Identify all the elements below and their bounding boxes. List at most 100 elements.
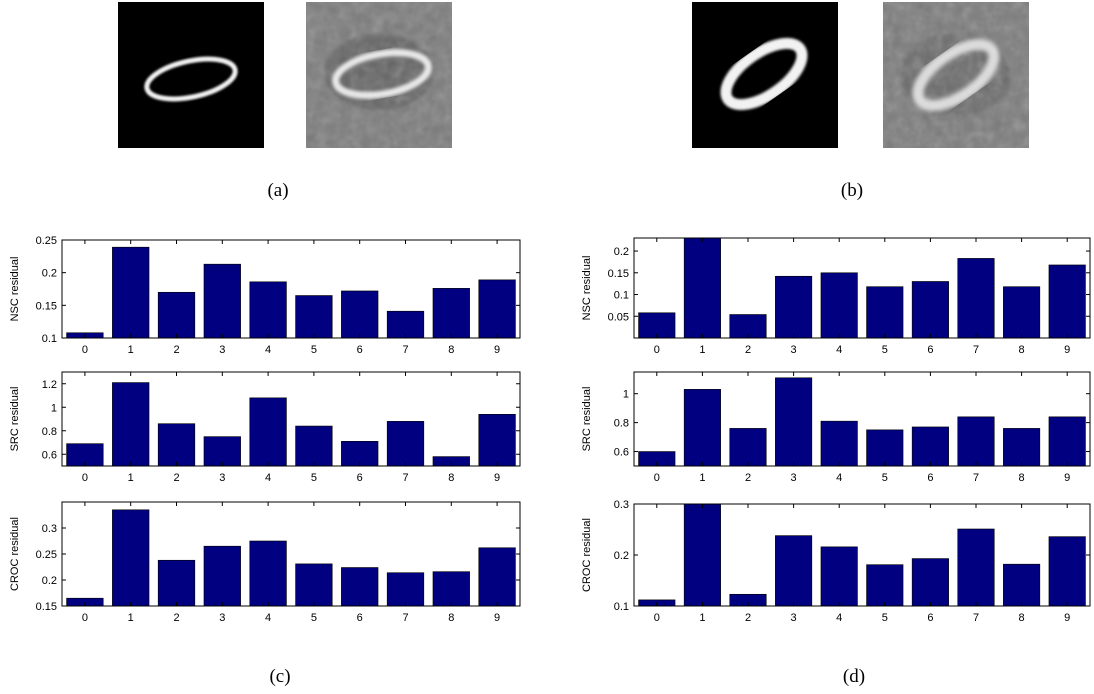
x-tick-label: 6 — [927, 612, 933, 624]
y-axis-label: CROC residual — [9, 517, 21, 591]
panel-a-label: (a) — [267, 180, 289, 201]
x-tick-label: 1 — [699, 472, 705, 484]
x-tick-label: 0 — [82, 344, 88, 356]
bar-d-0-6 — [911, 281, 949, 339]
plot-frame — [61, 501, 521, 607]
y-tick-label: 0.05 — [608, 311, 629, 323]
x-tick-label: 6 — [357, 612, 363, 624]
x-tick-label: 5 — [311, 344, 317, 356]
y-axis-label: CROC residual — [581, 518, 593, 592]
y-tick-label: 0.3 — [42, 523, 57, 535]
x-tick-label: 6 — [927, 344, 933, 356]
bar-d-0-1 — [683, 237, 721, 339]
x-tick-label: 9 — [494, 344, 500, 356]
panel-b-reconstruction-image — [883, 2, 1029, 148]
bar-c-0-7 — [386, 310, 425, 339]
bar-c-0-6 — [341, 290, 379, 339]
x-tick-label: 8 — [1019, 344, 1025, 356]
bar-d-2-9 — [1048, 536, 1086, 607]
bar-c-1-5 — [295, 425, 333, 467]
y-tick-label: 0.6 — [614, 447, 629, 459]
bar-c-1-0 — [66, 443, 104, 467]
plot-frame — [633, 371, 1091, 467]
x-tick-label: 3 — [219, 612, 225, 624]
x-tick-label: 4 — [265, 344, 271, 356]
bar-c-2-6 — [341, 567, 379, 607]
bar-d-2-3 — [775, 535, 813, 607]
bar-c-2-8 — [432, 571, 470, 607]
y-tick-label: 1 — [51, 402, 57, 414]
panel-c-label: (c) — [269, 666, 291, 687]
bar-c-1-7 — [386, 421, 425, 467]
x-tick-label: 0 — [654, 472, 660, 484]
x-tick-label: 4 — [836, 472, 842, 484]
y-tick-label: 0.25 — [36, 549, 57, 561]
bar-c-1-4 — [249, 397, 287, 467]
panel-a-reconstruction-image — [306, 2, 452, 148]
bar-c-0-8 — [432, 288, 470, 339]
bar-c-1-2 — [157, 423, 196, 467]
y-tick-label: 1 — [623, 389, 629, 401]
y-tick-label: 0.8 — [42, 426, 57, 438]
panel-a-original-digit-image — [118, 2, 264, 148]
x-tick-label: 1 — [699, 344, 705, 356]
y-tick-label: 0.2 — [614, 550, 629, 562]
x-tick-label: 9 — [494, 612, 500, 624]
plot-frame — [61, 239, 521, 339]
bar-d-1-7 — [957, 416, 995, 467]
x-tick-label: 1 — [128, 612, 134, 624]
y-tick-label: 0.15 — [608, 268, 629, 280]
x-tick-label: 2 — [745, 472, 751, 484]
bar-d-0-0 — [638, 312, 676, 339]
y-tick-label: 0.8 — [614, 418, 629, 430]
x-tick-label: 7 — [973, 344, 979, 356]
y-axis-label: SRC residual — [581, 387, 593, 452]
x-tick-label: 5 — [311, 612, 317, 624]
bar-c-2-3 — [203, 545, 241, 607]
bar-d-0-8 — [1003, 286, 1041, 339]
y-tick-label: 0.1 — [614, 290, 629, 302]
panel-b-label: (b) — [840, 180, 864, 201]
bar-d-2-0 — [638, 599, 676, 607]
x-tick-label: 9 — [1064, 472, 1070, 484]
x-tick-label: 8 — [448, 612, 454, 624]
y-axis-label: NSC residual — [9, 257, 21, 322]
x-tick-label: 9 — [494, 472, 500, 484]
bar-d-1-1 — [683, 389, 721, 467]
y-tick-label: 0.2 — [42, 268, 57, 280]
y-tick-label: 1.2 — [42, 379, 57, 391]
x-tick-label: 7 — [402, 472, 408, 484]
x-tick-label: 9 — [1064, 612, 1070, 624]
y-tick-label: 0.25 — [36, 235, 57, 247]
plot-frame — [633, 237, 1091, 339]
x-tick-label: 3 — [791, 344, 797, 356]
y-tick-label: 0.6 — [42, 449, 57, 461]
bar-c-0-4 — [249, 281, 287, 339]
x-tick-label: 6 — [357, 344, 363, 356]
x-tick-label: 7 — [402, 612, 408, 624]
x-tick-label: 0 — [82, 472, 88, 484]
x-tick-label: 2 — [745, 344, 751, 356]
x-tick-label: 4 — [265, 612, 271, 624]
bar-d-2-8 — [1003, 563, 1041, 607]
bar-c-2-2 — [157, 559, 196, 607]
y-tick-label: 0.1 — [42, 333, 57, 345]
bar-c-1-1 — [112, 382, 150, 467]
x-tick-label: 6 — [927, 472, 933, 484]
x-tick-label: 5 — [311, 472, 317, 484]
bar-d-0-3 — [775, 275, 813, 339]
y-axis-label: NSC residual — [581, 256, 593, 321]
panel-b-original-digit-image — [692, 2, 838, 148]
x-tick-label: 4 — [265, 472, 271, 484]
panel-d-label: (d) — [842, 666, 866, 687]
bar-c-0-0 — [66, 332, 104, 339]
x-tick-label: 2 — [173, 612, 179, 624]
x-tick-label: 1 — [699, 612, 705, 624]
bar-d-0-7 — [957, 258, 995, 339]
bar-c-1-3 — [203, 436, 241, 467]
bar-c-2-4 — [249, 540, 287, 607]
x-tick-label: 3 — [219, 472, 225, 484]
x-tick-label: 0 — [82, 612, 88, 624]
bar-d-2-5 — [866, 564, 904, 607]
bar-c-2-0 — [66, 597, 104, 607]
